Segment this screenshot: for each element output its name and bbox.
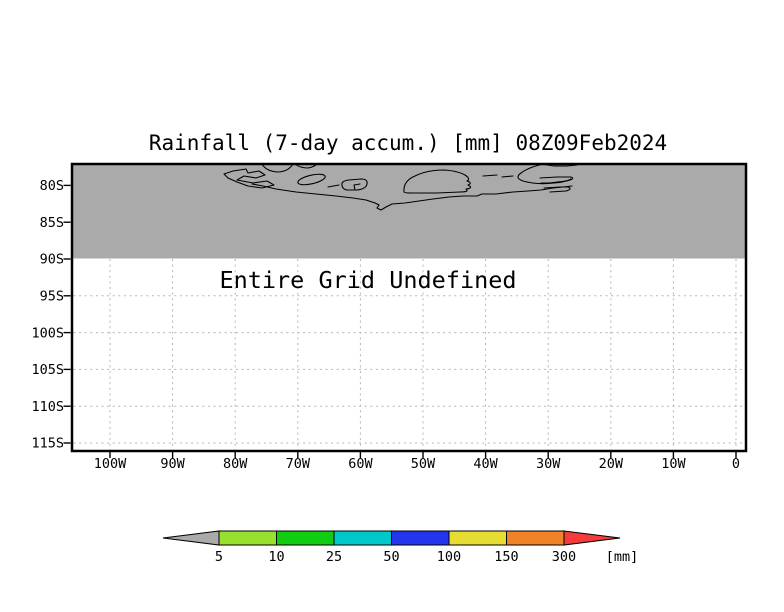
colorbar-seg-100-150: [448, 530, 507, 546]
colorbar-seg-150-300: [506, 530, 565, 546]
coastline-dash-a: [327, 184, 340, 188]
x-label-60w: 60W: [348, 456, 373, 472]
coastline-hook-island: [341, 178, 368, 191]
coastline-peninsula: [223, 168, 275, 189]
undefined-gray-band: [73, 165, 745, 259]
gridlines: [73, 259, 745, 450]
y-label-95s: 95S: [40, 289, 64, 305]
coastline-top-dip: [261, 163, 294, 173]
colorbar: 5 10 25 50 100 150 300 [mm]: [162, 530, 639, 565]
colorbar-seg-25-50: [333, 530, 392, 546]
x-label-0: 0: [732, 456, 740, 472]
x-axis-labels: 100W 90W 80W 70W 60W 50W 40W 30W 20W 10W…: [94, 456, 740, 472]
x-label-70w: 70W: [286, 456, 311, 472]
coastline-zigzag-b: [543, 186, 571, 193]
axis-ticks: [63, 184, 737, 458]
colorbar-label-100: 100: [437, 549, 461, 565]
coastline-large-blob: [403, 169, 472, 194]
chart-title: Rainfall (7-day accum.) [mm] 08Z09Feb202…: [149, 131, 667, 155]
x-label-40w: 40W: [473, 456, 498, 472]
colorbar-label-5: 5: [215, 549, 223, 565]
y-label-100s: 100S: [31, 325, 64, 341]
colorbar-label-10: 10: [268, 549, 284, 565]
coastline-dash-b: [482, 174, 514, 178]
colorbar-seg-50-100: [391, 530, 450, 546]
coastline-contours: [223, 163, 578, 211]
x-label-100w: 100W: [94, 456, 127, 472]
colorbar-label-50: 50: [383, 549, 399, 565]
coastline-c-curve: [517, 163, 572, 185]
x-label-50w: 50W: [411, 456, 436, 472]
x-label-10w: 10W: [661, 456, 686, 472]
coastline-zigzag-a: [539, 176, 574, 184]
colorbar-label-150: 150: [494, 549, 518, 565]
colorbar-left-arrow: [162, 530, 220, 546]
y-axis-labels: 80S 85S 90S 95S 100S 105S 110S 115S: [31, 178, 64, 452]
x-label-20w: 20W: [599, 456, 624, 472]
colorbar-label-25: 25: [326, 549, 342, 565]
colorbar-unit-label: [mm]: [606, 549, 639, 565]
coastline-top-dip-2: [294, 163, 318, 169]
coastline-island: [297, 173, 326, 186]
coastline-main: [251, 183, 573, 211]
plot-border: [70, 162, 748, 453]
x-label-90w: 90W: [160, 456, 185, 472]
colorbar-seg-10-25: [276, 530, 335, 546]
y-label-115s: 115S: [31, 436, 64, 452]
x-label-30w: 30W: [536, 456, 561, 472]
y-label-105s: 105S: [31, 362, 64, 378]
grid-undefined-annotation: Entire Grid Undefined: [219, 266, 516, 294]
colorbar-label-300: 300: [552, 549, 576, 565]
y-label-80s: 80S: [40, 178, 64, 194]
colorbar-right-arrow: [563, 530, 621, 546]
y-label-90s: 90S: [40, 252, 64, 268]
y-label-85s: 85S: [40, 215, 64, 231]
colorbar-seg-5-10: [218, 530, 277, 546]
y-label-110s: 110S: [31, 399, 64, 415]
x-label-80w: 80W: [223, 456, 248, 472]
